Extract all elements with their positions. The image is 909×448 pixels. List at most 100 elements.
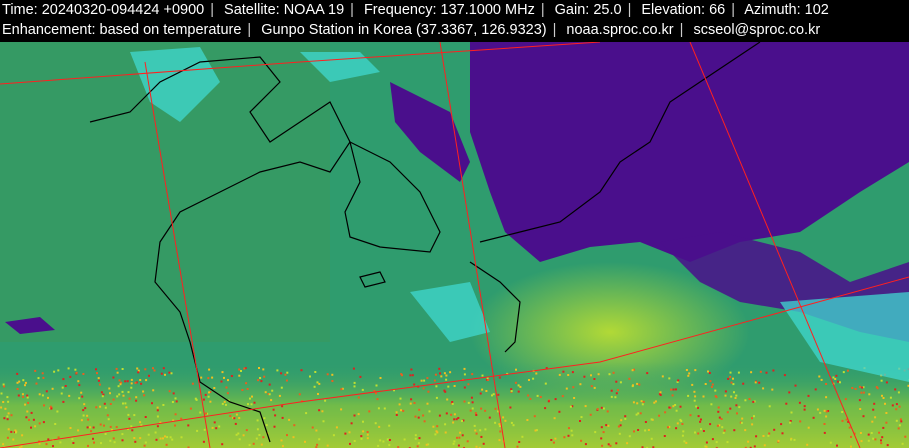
speckle — [145, 379, 148, 382]
speckle — [583, 375, 586, 378]
speckle — [558, 373, 561, 376]
speckle — [86, 414, 89, 417]
speckle — [479, 429, 482, 432]
speckle — [744, 446, 747, 448]
speckle — [461, 420, 463, 422]
speckle — [617, 425, 620, 428]
cyan-patches — [130, 47, 909, 382]
speckle — [568, 427, 570, 430]
speckle — [473, 424, 476, 427]
speckle — [841, 411, 844, 413]
speckle — [459, 431, 462, 434]
speckle — [152, 389, 155, 392]
speckle — [580, 416, 583, 419]
speckle — [86, 426, 89, 429]
speckle — [28, 418, 30, 421]
speckle — [723, 429, 726, 432]
speckle — [128, 417, 131, 420]
speckle — [121, 439, 124, 442]
speckle — [156, 415, 159, 418]
speckle — [589, 413, 592, 416]
speckle — [130, 386, 133, 389]
speckle — [806, 443, 809, 446]
speckle — [366, 437, 369, 440]
speckle — [545, 367, 548, 370]
speckle — [78, 397, 81, 400]
speckle — [215, 427, 218, 430]
speckle — [491, 394, 493, 397]
speckle — [440, 375, 443, 378]
speckle — [148, 374, 150, 377]
speckle — [702, 430, 705, 432]
speckle — [653, 401, 656, 404]
speckle — [260, 380, 263, 383]
speckle — [121, 433, 124, 436]
speckle — [637, 412, 640, 415]
speckle — [104, 406, 107, 409]
speckle — [3, 417, 6, 420]
speckle — [398, 403, 401, 406]
speckle — [10, 414, 13, 417]
speckle — [867, 439, 870, 442]
speckle — [462, 419, 465, 422]
speckle — [111, 428, 113, 431]
speckle — [842, 371, 845, 374]
speckle — [584, 443, 587, 446]
speckle — [175, 400, 178, 403]
speckle — [717, 410, 720, 413]
speckle — [480, 407, 483, 410]
speckle — [704, 383, 707, 385]
speckle — [156, 406, 159, 409]
speckle — [187, 424, 190, 427]
speckle — [340, 408, 343, 411]
speckle — [447, 385, 450, 388]
speckle — [220, 380, 223, 383]
speckle — [644, 421, 647, 423]
speckle — [227, 379, 229, 382]
speckle — [280, 386, 283, 389]
speckle — [134, 440, 137, 443]
header-line-1: Time: 20240320-094424 +0900 | Satellite: … — [2, 2, 829, 18]
elevation-text: Elevation: 66 — [641, 2, 726, 18]
speckle — [717, 406, 720, 409]
speckle — [862, 386, 865, 389]
speckle — [207, 377, 210, 380]
speckle — [602, 431, 605, 434]
speckle — [636, 382, 639, 385]
speckle — [164, 373, 166, 376]
speckle — [221, 371, 224, 374]
speckle — [607, 424, 610, 427]
speckle — [82, 373, 85, 375]
speckle — [207, 395, 210, 398]
speckle — [444, 431, 447, 434]
speckle — [467, 383, 470, 386]
speckle — [718, 416, 721, 419]
speckle — [818, 375, 821, 378]
speckle — [22, 395, 25, 398]
speckle — [301, 400, 303, 403]
speckle — [751, 417, 753, 420]
speckle — [894, 388, 897, 391]
speckle — [2, 383, 5, 386]
speckle — [422, 387, 425, 390]
speckle — [733, 429, 736, 432]
speckle — [74, 368, 77, 371]
speckle — [357, 413, 360, 416]
speckle — [418, 437, 421, 440]
speckle — [374, 422, 377, 425]
speckle — [84, 407, 87, 410]
speckle — [249, 397, 251, 400]
speckle — [565, 387, 568, 390]
speckle — [580, 439, 583, 442]
speckle — [463, 400, 466, 403]
speckle — [463, 373, 466, 376]
speckle — [510, 421, 513, 424]
speckle — [593, 386, 596, 389]
speckle — [780, 423, 783, 426]
speckle — [162, 437, 164, 440]
speckle — [174, 424, 176, 427]
speckle — [56, 410, 59, 413]
speckle — [97, 379, 100, 382]
speckle — [668, 406, 671, 409]
header-line-2: Enhancement: based on temperature | Gunpo… — [2, 22, 821, 38]
